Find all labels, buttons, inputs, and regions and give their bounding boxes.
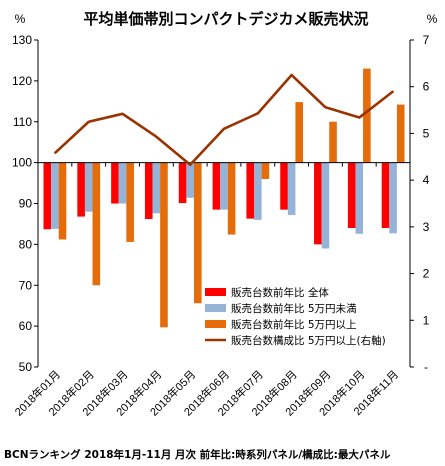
legend-swatch [205,320,226,328]
bar-2 [321,162,330,249]
bar-2 [355,162,364,234]
left-tick-label: 100 [12,156,32,170]
left-tick-label: 130 [12,33,32,47]
chart-title: 平均単価帯別コンパクトデジカメ販売状況 [83,10,368,28]
legend-label: 販売台数前年比 5万円未満 [231,302,357,315]
bar-2 [254,162,262,220]
line-point [54,152,56,154]
bar-2 [186,162,194,198]
legend-label: 販売台数前年比 全体 [231,286,329,299]
line-point [392,90,394,93]
bar-1 [347,162,356,229]
line-point [155,135,158,138]
bar-3 [329,121,337,163]
line-point [121,113,124,115]
bar-1 [111,162,119,204]
chart-footer: BCNランキング 2018年1月-11月 月次 前年比:時系列パネル/構成比:最… [4,448,391,461]
right-tick-label: 1 [423,313,430,327]
bar-3 [295,102,304,163]
bar-3 [396,104,405,163]
bar-2 [220,162,228,210]
left-tick-label: 60 [19,319,33,333]
bar-2 [118,162,127,204]
left-tick-label: 110 [13,115,32,129]
bar-3 [193,162,202,304]
bar-2 [287,162,296,215]
plot-area: 5060708090100110120130-12345672018年01月20… [12,33,430,419]
bar-3 [92,162,101,286]
right-axis-unit: % [427,12,438,26]
line-point [87,120,90,123]
right-tick-label: 6 [423,80,430,94]
bar-1 [381,162,390,229]
left-tick-label: 120 [12,74,32,88]
bar-3 [160,162,168,328]
left-tick-label: 50 [19,360,33,374]
bar-1 [43,162,52,230]
legend-label: 販売台数構成比 5万円以上(右軸) [231,334,386,347]
bar-1 [314,162,322,245]
right-tick-label: 4 [423,173,430,187]
bar-3 [363,68,371,163]
right-tick-label: 2 [423,267,430,281]
line-point [358,116,361,119]
left-tick-label: 90 [19,197,33,211]
left-tick-label: 70 [19,278,33,292]
bar-3 [227,162,236,235]
bar-1 [246,162,255,219]
bar-1 [280,162,288,210]
line-point [189,163,191,166]
bar-2 [152,162,161,214]
line-series [54,73,394,167]
legend-swatch [205,288,226,296]
right-tick-label: 3 [423,220,430,234]
bar-1 [212,162,221,210]
left-axis-unit: % [15,12,26,26]
right-tick-label: 5 [423,126,430,140]
legend-label: 販売台数前年比 5万円以上 [231,318,357,331]
legend-swatch [205,304,226,312]
bar-3 [58,162,67,240]
bar-2 [84,162,93,212]
bar-3 [261,162,270,179]
bar-3 [126,162,134,242]
right-tick-label: 7 [423,33,430,47]
left-tick-label: 80 [19,237,33,251]
line-point [324,106,327,109]
bar-2 [51,162,59,229]
bar-2 [389,162,397,234]
bar-1 [178,162,187,204]
bar-1 [77,162,85,217]
right-tick-label: - [424,360,428,374]
line-point [223,127,225,130]
line-point [257,112,259,115]
bar-1 [144,162,153,220]
line-point [290,74,293,76]
